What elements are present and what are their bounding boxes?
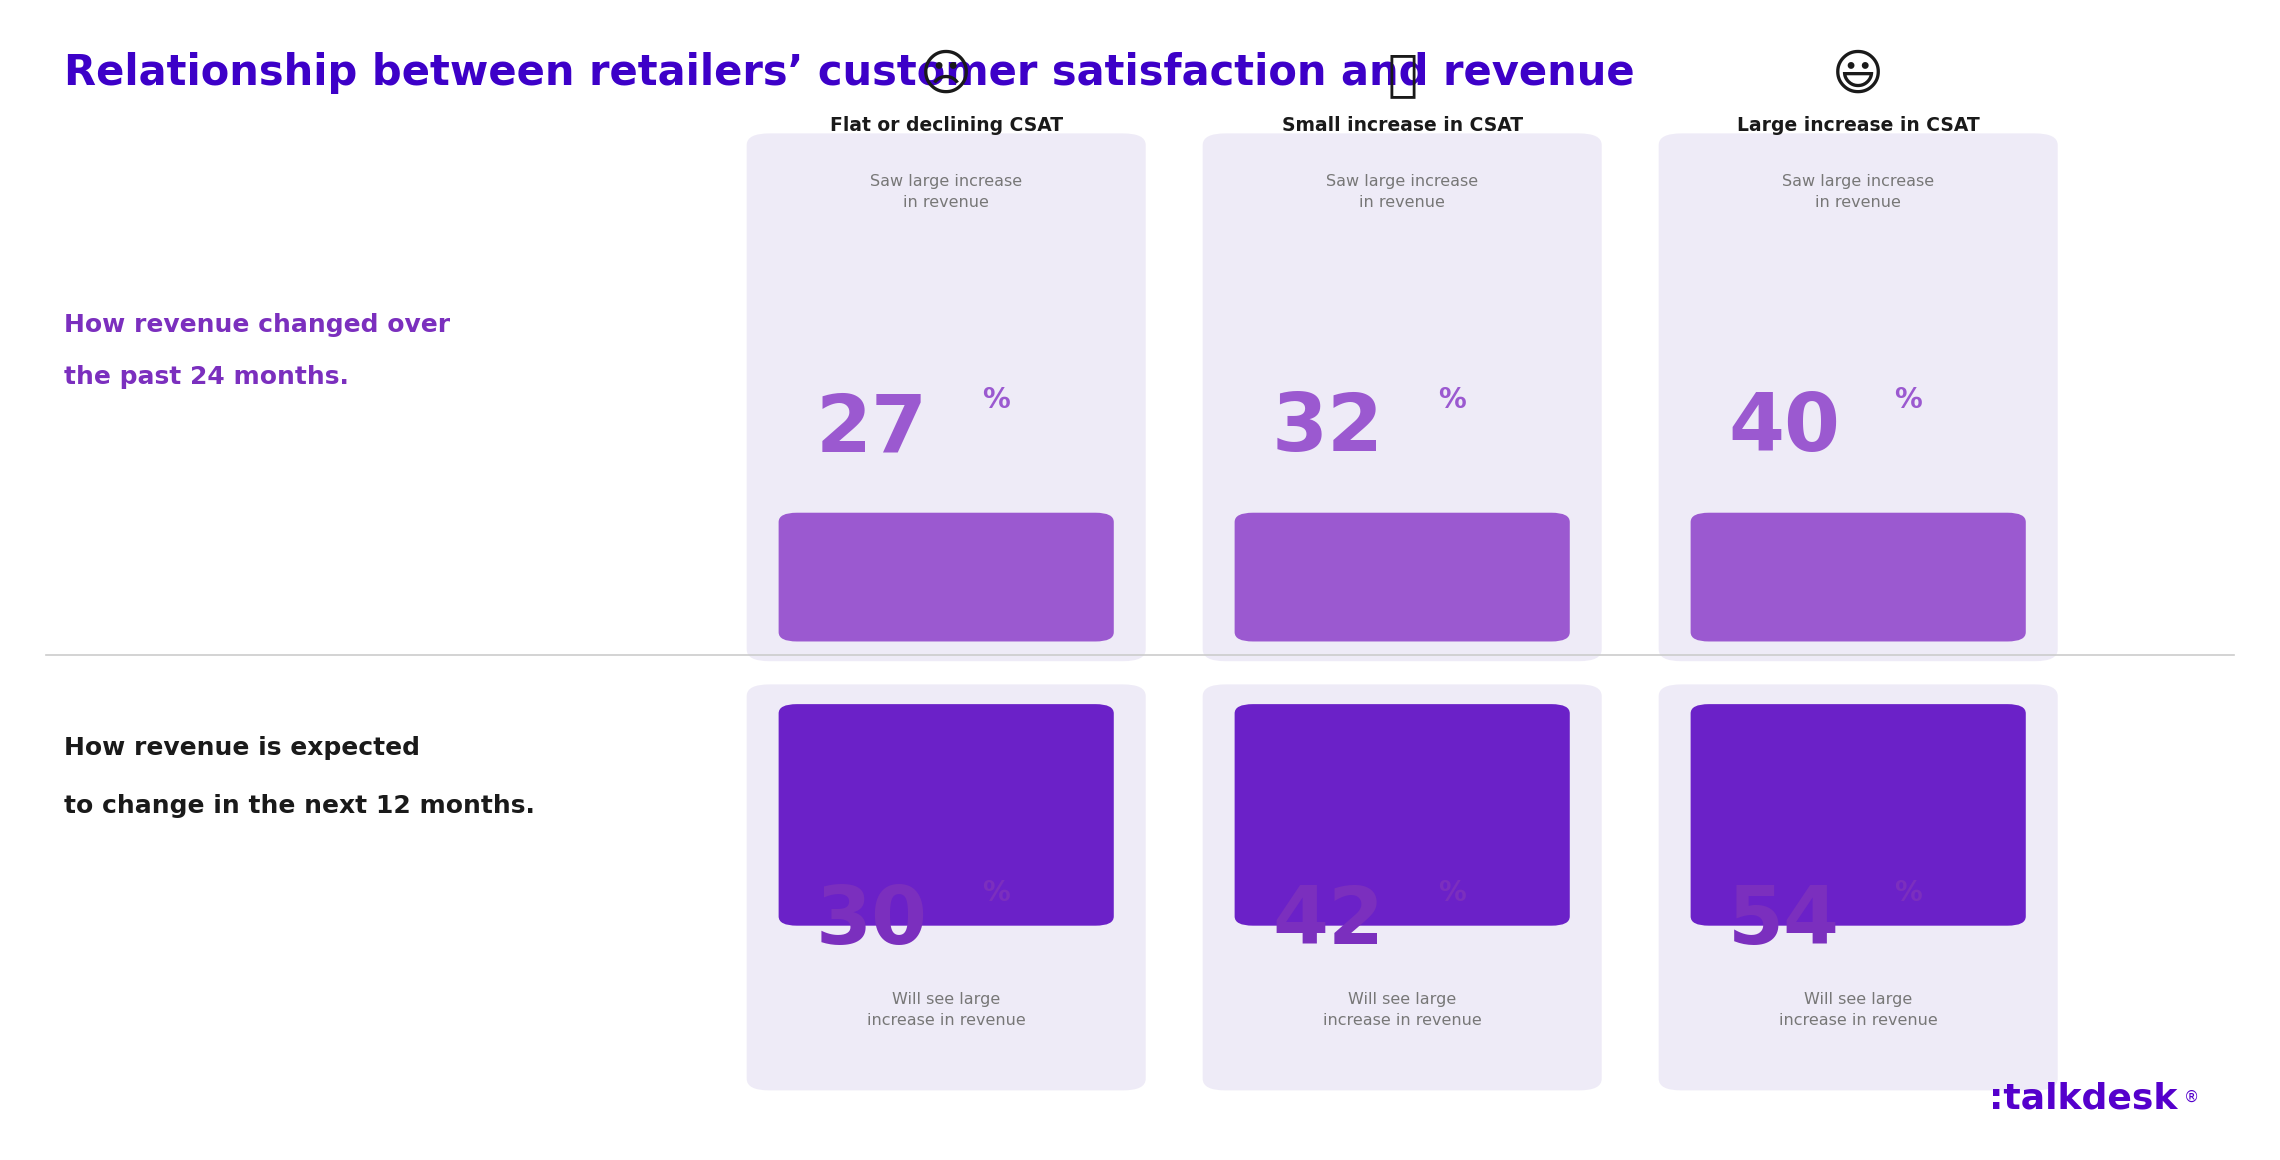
Text: 42: 42: [1272, 883, 1384, 962]
Text: 30: 30: [816, 883, 928, 962]
Text: %: %: [1439, 386, 1466, 414]
Text: %: %: [983, 386, 1010, 414]
Text: 40: 40: [1728, 390, 1840, 469]
Text: :talkdesk: :talkdesk: [1988, 1082, 2177, 1116]
FancyBboxPatch shape: [1658, 133, 2057, 661]
Text: How revenue changed over: How revenue changed over: [64, 313, 449, 336]
Text: Will see large
increase in revenue: Will see large increase in revenue: [866, 992, 1026, 1028]
Text: ®: ®: [2184, 1089, 2200, 1104]
FancyBboxPatch shape: [1204, 133, 1601, 661]
Text: the past 24 months.: the past 24 months.: [64, 365, 349, 389]
Text: How revenue is expected: How revenue is expected: [64, 737, 420, 760]
FancyBboxPatch shape: [746, 684, 1145, 1090]
Text: 54: 54: [1728, 883, 1840, 962]
Text: Will see large
increase in revenue: Will see large increase in revenue: [1778, 992, 1938, 1028]
FancyBboxPatch shape: [777, 704, 1113, 926]
FancyBboxPatch shape: [1689, 513, 2025, 641]
Text: Large increase in CSAT: Large increase in CSAT: [1737, 116, 1979, 135]
Text: Flat or declining CSAT: Flat or declining CSAT: [830, 116, 1062, 135]
FancyBboxPatch shape: [746, 133, 1145, 661]
Text: 😃: 😃: [1833, 51, 1883, 100]
Text: Relationship between retailers’ customer satisfaction and revenue: Relationship between retailers’ customer…: [64, 52, 1635, 94]
Text: %: %: [1439, 879, 1466, 907]
FancyBboxPatch shape: [1204, 684, 1601, 1090]
Text: Saw large increase
in revenue: Saw large increase in revenue: [871, 174, 1021, 210]
FancyBboxPatch shape: [777, 513, 1113, 641]
Text: 🙂: 🙂: [1386, 51, 1418, 100]
FancyBboxPatch shape: [1236, 704, 1569, 926]
FancyBboxPatch shape: [1236, 513, 1569, 641]
Text: Small increase in CSAT: Small increase in CSAT: [1281, 116, 1523, 135]
FancyBboxPatch shape: [1658, 684, 2057, 1090]
Text: %: %: [983, 879, 1010, 907]
Text: %: %: [1895, 386, 1922, 414]
Text: Saw large increase
in revenue: Saw large increase in revenue: [1783, 174, 1933, 210]
Text: ☹: ☹: [921, 51, 971, 100]
Text: 27: 27: [816, 390, 928, 469]
Text: %: %: [1895, 879, 1922, 907]
Text: Will see large
increase in revenue: Will see large increase in revenue: [1322, 992, 1482, 1028]
Text: 32: 32: [1272, 390, 1384, 469]
Text: Saw large increase
in revenue: Saw large increase in revenue: [1327, 174, 1477, 210]
Text: to change in the next 12 months.: to change in the next 12 months.: [64, 795, 536, 818]
FancyBboxPatch shape: [1689, 704, 2025, 926]
